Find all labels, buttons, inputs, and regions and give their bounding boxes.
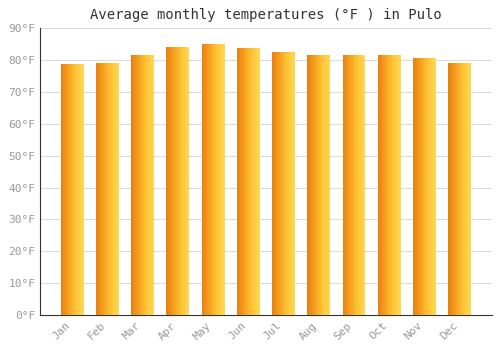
Title: Average monthly temperatures (°F ) in Pulo: Average monthly temperatures (°F ) in Pu… <box>90 8 442 22</box>
